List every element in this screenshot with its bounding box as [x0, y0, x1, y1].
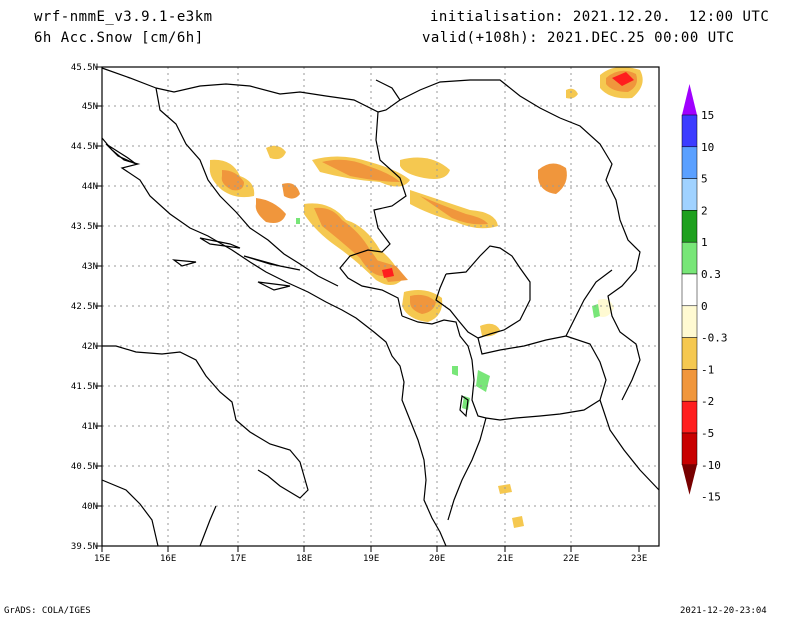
colorbar-label: 1 [701, 236, 708, 249]
lat-label: 39.5N [71, 542, 98, 552]
colorbar-swatch [681, 178, 698, 211]
lon-labels: 15E 16E 17E 18E 19E 20E 21E 22E 23E [94, 554, 647, 564]
colorbar-label: 10 [701, 141, 714, 154]
lat-labels: 45.5N 45N 44.5N 44N 43.5N 43N 42.5N 42N … [71, 63, 98, 552]
colorbar-label: -2 [701, 395, 714, 408]
lat-label: 41N [82, 422, 98, 432]
lon-label: 15E [94, 554, 110, 564]
snow-shading [209, 66, 643, 528]
lon-label: 16E [160, 554, 176, 564]
lat-label: 43.5N [71, 222, 98, 232]
lat-label: 44N [82, 182, 98, 192]
coastlines-borders [101, 67, 660, 547]
colorbar-swatch [681, 400, 698, 434]
lat-label: 40N [82, 502, 98, 512]
lat-label: 45N [82, 102, 98, 112]
colorbar-label: -1 [701, 363, 714, 376]
lat-label: 40.5N [71, 462, 98, 472]
model-title: wrf-nmmE_v3.9.1-e3km [34, 9, 213, 25]
lon-label: 23E [631, 554, 647, 564]
colorbar-label: 15 [701, 109, 714, 122]
lat-label: 43N [82, 262, 98, 272]
credit-text: GrADS: COLA/IGES [4, 606, 91, 616]
colorbar-bottom-arrow [682, 464, 697, 495]
graticule [102, 67, 659, 546]
lat-label: 44.5N [71, 142, 98, 152]
lat-label: 42.5N [71, 302, 98, 312]
colorbar-swatch [681, 337, 698, 370]
timestamp-text: 2021-12-20-23:04 [680, 606, 767, 616]
lon-label: 20E [429, 554, 445, 564]
colorbar-label: -5 [701, 427, 714, 440]
colorbar-swatch [681, 273, 698, 307]
colorbar-label: 0.3 [701, 268, 721, 281]
colorbar-label: 5 [701, 173, 708, 186]
field-title: 6h Acc.Snow [cm/6h] [34, 30, 204, 46]
lon-label: 22E [563, 554, 579, 564]
colorbar-swatch [681, 114, 698, 148]
colorbar-swatch [681, 146, 698, 179]
colorbar: 15 10 5 2 1 0.3 0 -0.3 -1 -2 -5 -10 -15 [681, 84, 728, 504]
lon-label: 18E [296, 554, 312, 564]
colorbar-label: -15 [701, 491, 721, 504]
colorbar-swatch [681, 432, 698, 466]
colorbar-swatch [681, 241, 698, 275]
colorbar-swatch [681, 369, 698, 402]
lon-label: 21E [497, 554, 513, 564]
colorbar-label: -10 [701, 459, 721, 472]
tick-marks [96, 66, 640, 552]
colorbar-swatch [681, 305, 698, 338]
lon-label: 17E [230, 554, 246, 564]
colorbar-label: 0 [701, 300, 708, 313]
colorbar-label: -0.3 [701, 332, 728, 345]
colorbar-label: 2 [701, 204, 708, 217]
colorbar-top-arrow [682, 84, 697, 115]
lat-label: 45.5N [71, 63, 98, 73]
lon-label: 19E [363, 554, 379, 564]
valid-time: valid(+108h): 2021.DEC.25 00:00 UTC [422, 30, 735, 46]
map-frame [101, 66, 660, 547]
lat-label: 41.5N [71, 382, 98, 392]
colorbar-swatch [681, 210, 698, 243]
init-time: initialisation: 2021.12.20. 12:00 UTC [430, 9, 770, 25]
lat-label: 42N [82, 342, 98, 352]
